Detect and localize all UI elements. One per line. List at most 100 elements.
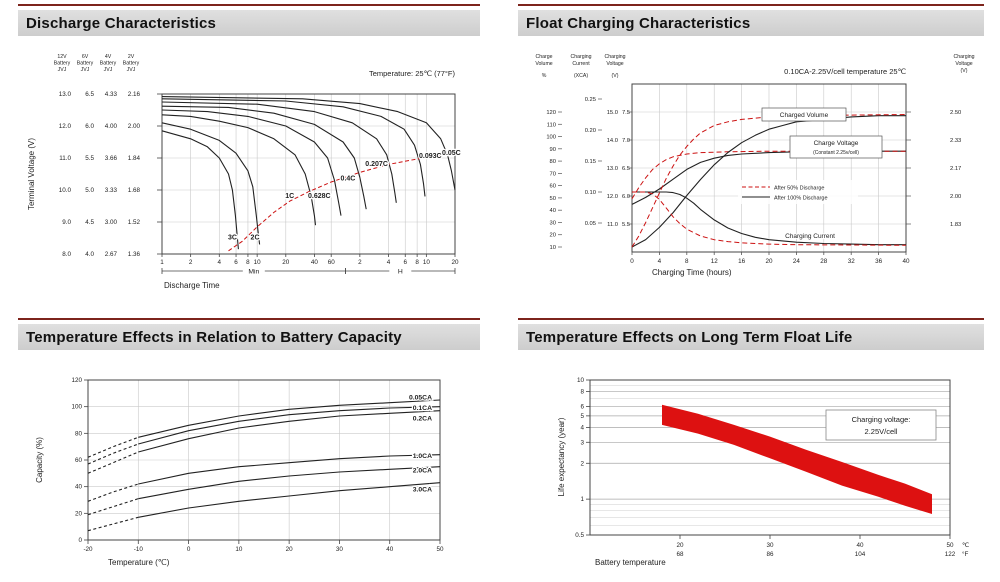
svg-text:5.5: 5.5 [622, 222, 630, 228]
svg-text:Charging: Charging [570, 54, 591, 60]
section-float-life: Temperature Effects on Long Term Float L… [518, 318, 984, 574]
svg-text:Temperature (℃): Temperature (℃) [108, 558, 170, 567]
svg-text:60: 60 [75, 457, 83, 464]
svg-text:12.0: 12.0 [607, 194, 618, 200]
section-rule [18, 318, 480, 320]
rate-labels: 0.05CA 0.1CA 0.2CA 1.0CA 2.0CA 3.0CA [408, 393, 434, 494]
svg-text:11.0: 11.0 [59, 155, 71, 162]
grid [161, 93, 456, 255]
axes: 0 20 40 60 80 100 120 -20 -10 0 10 20 30 40 50 Capacity… [35, 377, 444, 567]
svg-text:5.5: 5.5 [85, 155, 94, 162]
svg-text:6V: 6V [82, 54, 89, 60]
section-float-charging: Float Charging Characteristics Charge Vol… [518, 4, 984, 316]
svg-text:8: 8 [685, 258, 689, 265]
svg-text:30: 30 [336, 546, 344, 553]
svg-text:68: 68 [676, 551, 684, 558]
svg-text:0.25: 0.25 [585, 97, 596, 103]
svg-text:4V: 4V [105, 54, 112, 60]
svg-text:0.20: 0.20 [585, 128, 596, 134]
svg-text:2.25V/cell: 2.25V/cell [865, 427, 898, 436]
svg-text:3C: 3C [228, 235, 237, 242]
svg-text:120: 120 [546, 110, 556, 116]
svg-text:5: 5 [580, 413, 584, 420]
svg-text:50: 50 [436, 546, 444, 553]
svg-text:40: 40 [902, 258, 910, 265]
svg-text:Charging: Charging [953, 54, 974, 60]
svg-text:3.66: 3.66 [105, 155, 118, 162]
svg-text:8.0: 8.0 [62, 251, 71, 258]
svg-text:11.0: 11.0 [607, 222, 618, 228]
svg-text:After 50% Discharge: After 50% Discharge [774, 186, 824, 192]
svg-text:8: 8 [415, 259, 419, 266]
svg-text:20: 20 [550, 233, 556, 239]
svg-text:1.84: 1.84 [128, 155, 141, 162]
svg-text:6.0: 6.0 [622, 194, 630, 200]
svg-text:Voltage: Voltage [955, 61, 972, 67]
svg-text:12.0: 12.0 [59, 123, 72, 130]
svg-text:80: 80 [75, 430, 83, 437]
svg-text:15.0: 15.0 [607, 110, 618, 116]
svg-text:20: 20 [282, 259, 290, 266]
svg-text:2.0CA: 2.0CA [413, 468, 432, 475]
svg-text:70: 70 [550, 171, 556, 177]
svg-text:(Constant 2.25v/cell): (Constant 2.25v/cell) [813, 150, 859, 156]
svg-text:60: 60 [328, 259, 336, 266]
svg-text:Charge Voltage: Charge Voltage [814, 140, 859, 147]
svg-text:0.207C: 0.207C [365, 161, 388, 168]
section-title: Float Charging Characteristics [526, 14, 751, 32]
svg-text:°F: °F [962, 550, 969, 558]
svg-text:0.05: 0.05 [585, 221, 596, 227]
svg-text:2.16: 2.16 [128, 91, 141, 98]
svg-text:60: 60 [550, 184, 556, 190]
svg-text:80: 80 [550, 159, 556, 165]
svg-text:JVJ: JVJ [104, 67, 113, 73]
svg-text:-10: -10 [134, 546, 144, 553]
svg-text:Volume: Volume [535, 61, 552, 67]
svg-text:Life expectancy (year): Life expectancy (year) [557, 417, 566, 496]
svg-text:1: 1 [580, 496, 584, 503]
svg-text:20: 20 [451, 259, 459, 266]
svg-text:Charging Time (hours): Charging Time (hours) [652, 268, 732, 277]
svg-text:110: 110 [547, 122, 556, 128]
svg-text:2.50: 2.50 [950, 110, 961, 116]
svg-text:Current: Current [572, 61, 590, 67]
svg-text:Min: Min [248, 269, 259, 276]
svg-text:10: 10 [550, 245, 556, 251]
svg-text:%: % [542, 73, 547, 79]
svg-text:Battery: Battery [100, 61, 117, 67]
svg-text:1.36: 1.36 [128, 251, 141, 258]
svg-text:104: 104 [855, 551, 866, 558]
svg-text:20: 20 [676, 542, 684, 549]
svg-text:2: 2 [358, 259, 362, 266]
svg-text:16: 16 [738, 258, 746, 265]
svg-text:4.0: 4.0 [85, 251, 94, 258]
svg-text:Charge: Charge [535, 54, 552, 60]
svg-text:6: 6 [403, 259, 407, 266]
svg-text:8: 8 [246, 259, 250, 266]
rate-labels: 3C 2C 1C 0.628C 0.4C 0.207C 0.093C 0.05C [227, 149, 462, 243]
svg-text:20: 20 [286, 546, 294, 553]
svg-text:℃: ℃ [962, 542, 969, 549]
svg-text:40: 40 [75, 484, 83, 491]
section-temp-capacity: Temperature Effects in Relation to Batte… [18, 318, 480, 574]
section-discharge: Discharge Characteristics 12V Battery JVJ 1… [18, 4, 480, 316]
svg-text:13.0: 13.0 [607, 166, 618, 172]
svg-text:0.628C: 0.628C [308, 193, 331, 200]
svg-text:0.4C: 0.4C [341, 175, 356, 182]
svg-text:0.093C: 0.093C [419, 153, 442, 160]
svg-text:Charging voltage:: Charging voltage: [852, 415, 911, 424]
svg-text:1.83: 1.83 [950, 222, 961, 228]
svg-text:13.0: 13.0 [59, 91, 72, 98]
svg-text:0.10CA-2.25V/cell temperature: 0.10CA-2.25V/cell temperature 25℃ [784, 67, 906, 76]
svg-text:100: 100 [546, 135, 556, 141]
curve-labels: Charged Volume Charge Voltage (Constant 2.… [761, 107, 883, 241]
svg-text:120: 120 [71, 377, 82, 384]
svg-text:After 100% Discharge: After 100% Discharge [774, 196, 828, 202]
float-charging-characteristics-chart: ChargeVolume%ChargingCurrent(XCA)Chargin… [535, 54, 974, 277]
svg-text:40: 40 [386, 546, 394, 553]
svg-text:Terminal Voltage (V): Terminal Voltage (V) [27, 138, 36, 210]
svg-text:5.0: 5.0 [85, 187, 94, 194]
svg-text:86: 86 [766, 551, 774, 558]
